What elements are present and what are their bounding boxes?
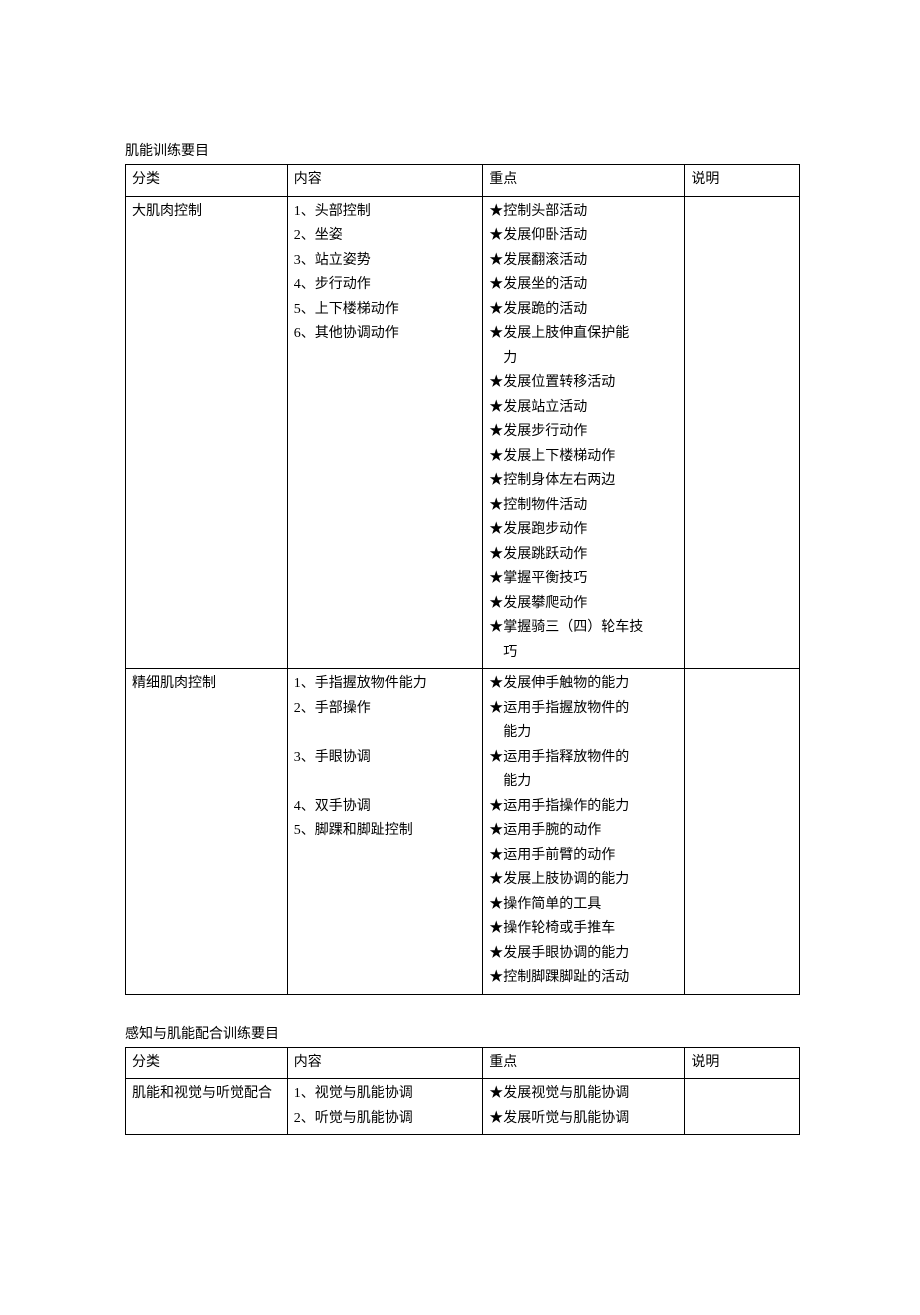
table2: 分类 内容 重点 说明 肌能和视觉与听觉配合 1、视觉与肌能协调 2、听觉与肌能…: [125, 1047, 800, 1136]
table1-cell-category: 大肌肉控制: [126, 196, 288, 669]
table2-header-content: 内容: [287, 1047, 482, 1079]
table2-cell-note: [685, 1079, 800, 1135]
table1-header-category: 分类: [126, 165, 288, 197]
table2-title: 感知与肌能配合训练要目: [125, 1023, 800, 1043]
table1-header-row: 分类 内容 重点 说明: [126, 165, 800, 197]
table2-header-note: 说明: [685, 1047, 800, 1079]
table1-cell-focus: ★控制头部活动 ★发展仰卧活动 ★发展翻滚活动 ★发展坐的活动 ★发展跪的活动 …: [483, 196, 685, 669]
table1-cell-content: 1、手指握放物件能力 2、手部操作 3、手眼协调 4、双手协调 5、脚踝和脚趾控…: [287, 669, 482, 995]
table2-cell-category: 肌能和视觉与听觉配合: [126, 1079, 288, 1135]
table1-header-focus: 重点: [483, 165, 685, 197]
table1-cell-content: 1、头部控制 2、坐姿 3、站立姿势 4、步行动作 5、上下楼梯动作 6、其他协…: [287, 196, 482, 669]
table1-cell-note: [685, 196, 800, 669]
table1-header-content: 内容: [287, 165, 482, 197]
table1-cell-category: 精细肌肉控制: [126, 669, 288, 995]
table2-cell-focus: ★发展视觉与肌能协调 ★发展听觉与肌能协调: [483, 1079, 685, 1135]
table2-header-row: 分类 内容 重点 说明: [126, 1047, 800, 1079]
table1-row: 大肌肉控制 1、头部控制 2、坐姿 3、站立姿势 4、步行动作 5、上下楼梯动作…: [126, 196, 800, 669]
table1-cell-focus: ★发展伸手触物的能力 ★运用手指握放物件的 能力 ★运用手指释放物件的 能力 ★…: [483, 669, 685, 995]
table1-title: 肌能训练要目: [125, 140, 800, 160]
table1-cell-note: [685, 669, 800, 995]
table2-header-focus: 重点: [483, 1047, 685, 1079]
table1: 分类 内容 重点 说明 大肌肉控制 1、头部控制 2、坐姿 3、站立姿势 4、步…: [125, 164, 800, 995]
table1-header-note: 说明: [685, 165, 800, 197]
table2-header-category: 分类: [126, 1047, 288, 1079]
table2-row: 肌能和视觉与听觉配合 1、视觉与肌能协调 2、听觉与肌能协调 ★发展视觉与肌能协…: [126, 1079, 800, 1135]
table1-row: 精细肌肉控制 1、手指握放物件能力 2、手部操作 3、手眼协调 4、双手协调 5…: [126, 669, 800, 995]
table2-cell-content: 1、视觉与肌能协调 2、听觉与肌能协调: [287, 1079, 482, 1135]
